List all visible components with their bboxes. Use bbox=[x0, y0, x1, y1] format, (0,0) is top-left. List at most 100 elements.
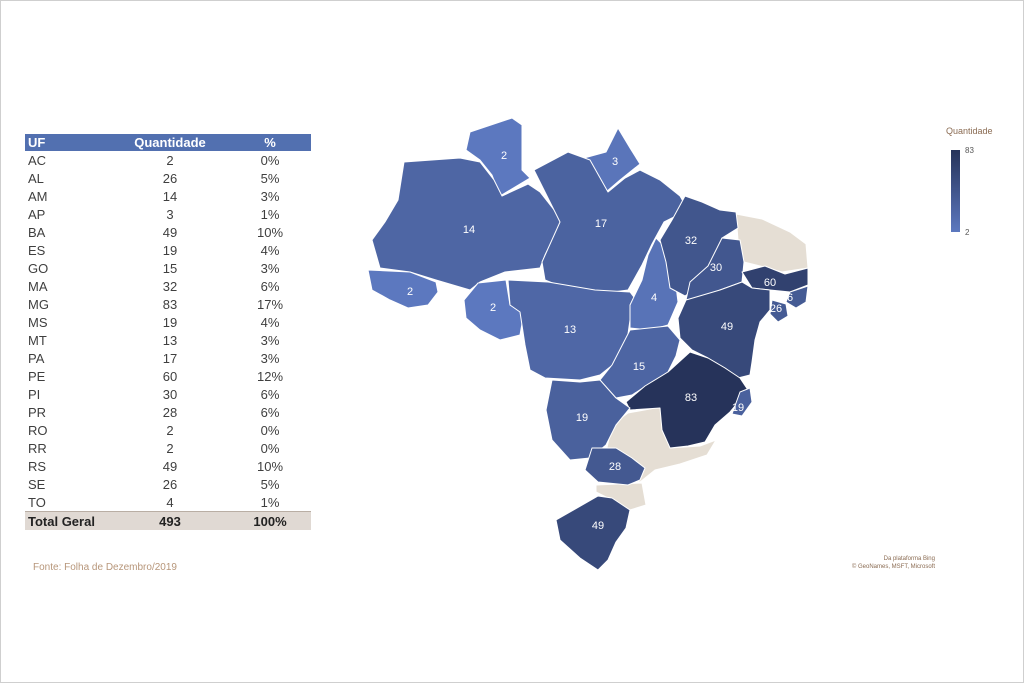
cell-uf: RR bbox=[28, 440, 47, 456]
cell-quantidade: 26 bbox=[162, 476, 178, 492]
state-value-label-RS: 49 bbox=[592, 520, 604, 532]
total-percent: 100% bbox=[229, 511, 311, 530]
state-value-label-AC: 2 bbox=[407, 286, 413, 298]
table-row: PE 60 12% bbox=[25, 367, 311, 385]
state-value-label-RR: 2 bbox=[501, 150, 507, 162]
state-value-label-RO: 2 bbox=[490, 302, 496, 314]
cell-percent: 1% bbox=[260, 206, 280, 222]
state-value-label-PR: 28 bbox=[609, 461, 621, 473]
cell-quantidade: 83 bbox=[162, 296, 178, 312]
cell-percent: 10% bbox=[256, 458, 284, 474]
cell-quantidade: 30 bbox=[162, 386, 178, 402]
cell-uf: PA bbox=[28, 350, 45, 366]
cell-quantidade: 19 bbox=[162, 242, 178, 258]
legend-min-value: 2 bbox=[965, 228, 970, 237]
cell-quantidade: 13 bbox=[162, 332, 178, 348]
cell-percent: 10% bbox=[256, 224, 284, 240]
table-row: SE 26 5% bbox=[25, 475, 311, 493]
legend-max-value: 83 bbox=[965, 146, 974, 155]
cell-percent: 6% bbox=[260, 386, 280, 402]
table-row: AP 3 1% bbox=[25, 205, 311, 223]
header-quantidade: Quantidade bbox=[111, 134, 229, 151]
cell-percent: 5% bbox=[260, 476, 280, 492]
table-row: TO 4 1% bbox=[25, 493, 311, 512]
cell-percent: 17% bbox=[256, 296, 284, 312]
state-value-label-PI: 30 bbox=[710, 262, 722, 274]
state-value-label-MA: 32 bbox=[685, 235, 697, 247]
cell-percent: 5% bbox=[260, 170, 280, 186]
total-quantidade: 493 bbox=[111, 511, 229, 530]
cell-uf: GO bbox=[28, 260, 49, 276]
cell-percent: 3% bbox=[260, 332, 280, 348]
table-row: PI 30 6% bbox=[25, 385, 311, 403]
table-row: AL 26 5% bbox=[25, 169, 311, 187]
cell-percent: 3% bbox=[260, 350, 280, 366]
state-value-label-AM: 14 bbox=[463, 224, 475, 236]
cell-percent: 0% bbox=[260, 440, 280, 456]
header-percent: % bbox=[229, 134, 311, 151]
state-CE-RN-PB bbox=[735, 213, 809, 273]
state-value-label-SE: 26 bbox=[770, 303, 782, 315]
cell-percent: 1% bbox=[260, 494, 280, 510]
state-value-label-BA: 49 bbox=[721, 321, 733, 333]
credits-line-2: © GeoNames, MSFT, Microsoft bbox=[851, 564, 935, 570]
cell-quantidade: 4 bbox=[166, 494, 174, 510]
table-row: MT 13 3% bbox=[25, 331, 311, 349]
cell-percent: 6% bbox=[260, 278, 280, 294]
map-credits: Da plataforma Bing © GeoNames, MSFT, Mic… bbox=[820, 555, 935, 571]
cell-uf: RO bbox=[28, 422, 48, 438]
state-RO bbox=[463, 279, 525, 341]
cell-percent: 3% bbox=[260, 260, 280, 276]
cell-quantidade: 32 bbox=[162, 278, 178, 294]
state-value-label-AP: 3 bbox=[612, 156, 618, 168]
state-SE bbox=[769, 299, 789, 323]
state-AM bbox=[371, 157, 563, 291]
table-row: ES 19 4% bbox=[25, 241, 311, 259]
state-value-label-MT: 13 bbox=[564, 324, 576, 336]
cell-uf: MA bbox=[28, 278, 48, 294]
state-PR bbox=[584, 447, 646, 486]
cell-quantidade: 49 bbox=[162, 458, 178, 474]
cell-percent: 6% bbox=[260, 404, 280, 420]
table-body: AC 2 0% AL 26 5% AM 14 3% AP 3 1% BA 49 10% ES 19 4% GO 15 3… bbox=[25, 151, 311, 512]
total-label: Total Geral bbox=[25, 511, 111, 530]
table-row: PR 28 6% bbox=[25, 403, 311, 421]
table-row: AM 14 3% bbox=[25, 187, 311, 205]
cell-uf: SE bbox=[28, 476, 46, 492]
cell-quantidade: 28 bbox=[162, 404, 178, 420]
cell-quantidade: 2 bbox=[166, 152, 174, 168]
cell-uf: ES bbox=[28, 242, 46, 258]
cell-uf: RS bbox=[28, 458, 47, 474]
state-AL bbox=[785, 285, 809, 309]
table-row: PA 17 3% bbox=[25, 349, 311, 367]
cell-uf: MS bbox=[28, 314, 48, 330]
table-header-row: UF Quantidade % bbox=[25, 134, 311, 151]
table-row: RS 49 10% bbox=[25, 457, 311, 475]
source-note: Fonte: Folha de Dezembro/2019 bbox=[33, 562, 177, 573]
state-PA bbox=[533, 151, 689, 295]
state-AC bbox=[367, 269, 439, 309]
cell-uf: AM bbox=[28, 188, 48, 204]
state-count-table: UF Quantidade % AC 2 0% AL 26 5% AM 14 3% AP 3 1% BA… bbox=[25, 134, 311, 530]
table-row: MS 19 4% bbox=[25, 313, 311, 331]
table-row: RR 2 0% bbox=[25, 439, 311, 457]
table-row: AC 2 0% bbox=[25, 151, 311, 169]
state-value-label-AL: 26 bbox=[781, 292, 793, 304]
cell-percent: 3% bbox=[260, 188, 280, 204]
state-value-label-GO: 15 bbox=[633, 361, 645, 373]
cell-quantidade: 17 bbox=[162, 350, 178, 366]
cell-percent: 12% bbox=[256, 368, 284, 384]
state-value-label-ES: 19 bbox=[732, 402, 744, 414]
cell-uf: AL bbox=[28, 170, 44, 186]
credits-line-1: Da plataforma Bing bbox=[883, 556, 935, 562]
cell-uf: PI bbox=[28, 386, 41, 402]
state-RS bbox=[555, 495, 631, 571]
total-row: Total Geral 493 100% bbox=[25, 511, 311, 530]
cell-quantidade: 26 bbox=[162, 170, 178, 186]
cell-percent: 4% bbox=[260, 314, 280, 330]
state-value-label-MS: 19 bbox=[576, 412, 588, 424]
cell-uf: AP bbox=[28, 206, 46, 222]
state-value-label-MG: 83 bbox=[685, 392, 697, 404]
cell-quantidade: 19 bbox=[162, 314, 178, 330]
